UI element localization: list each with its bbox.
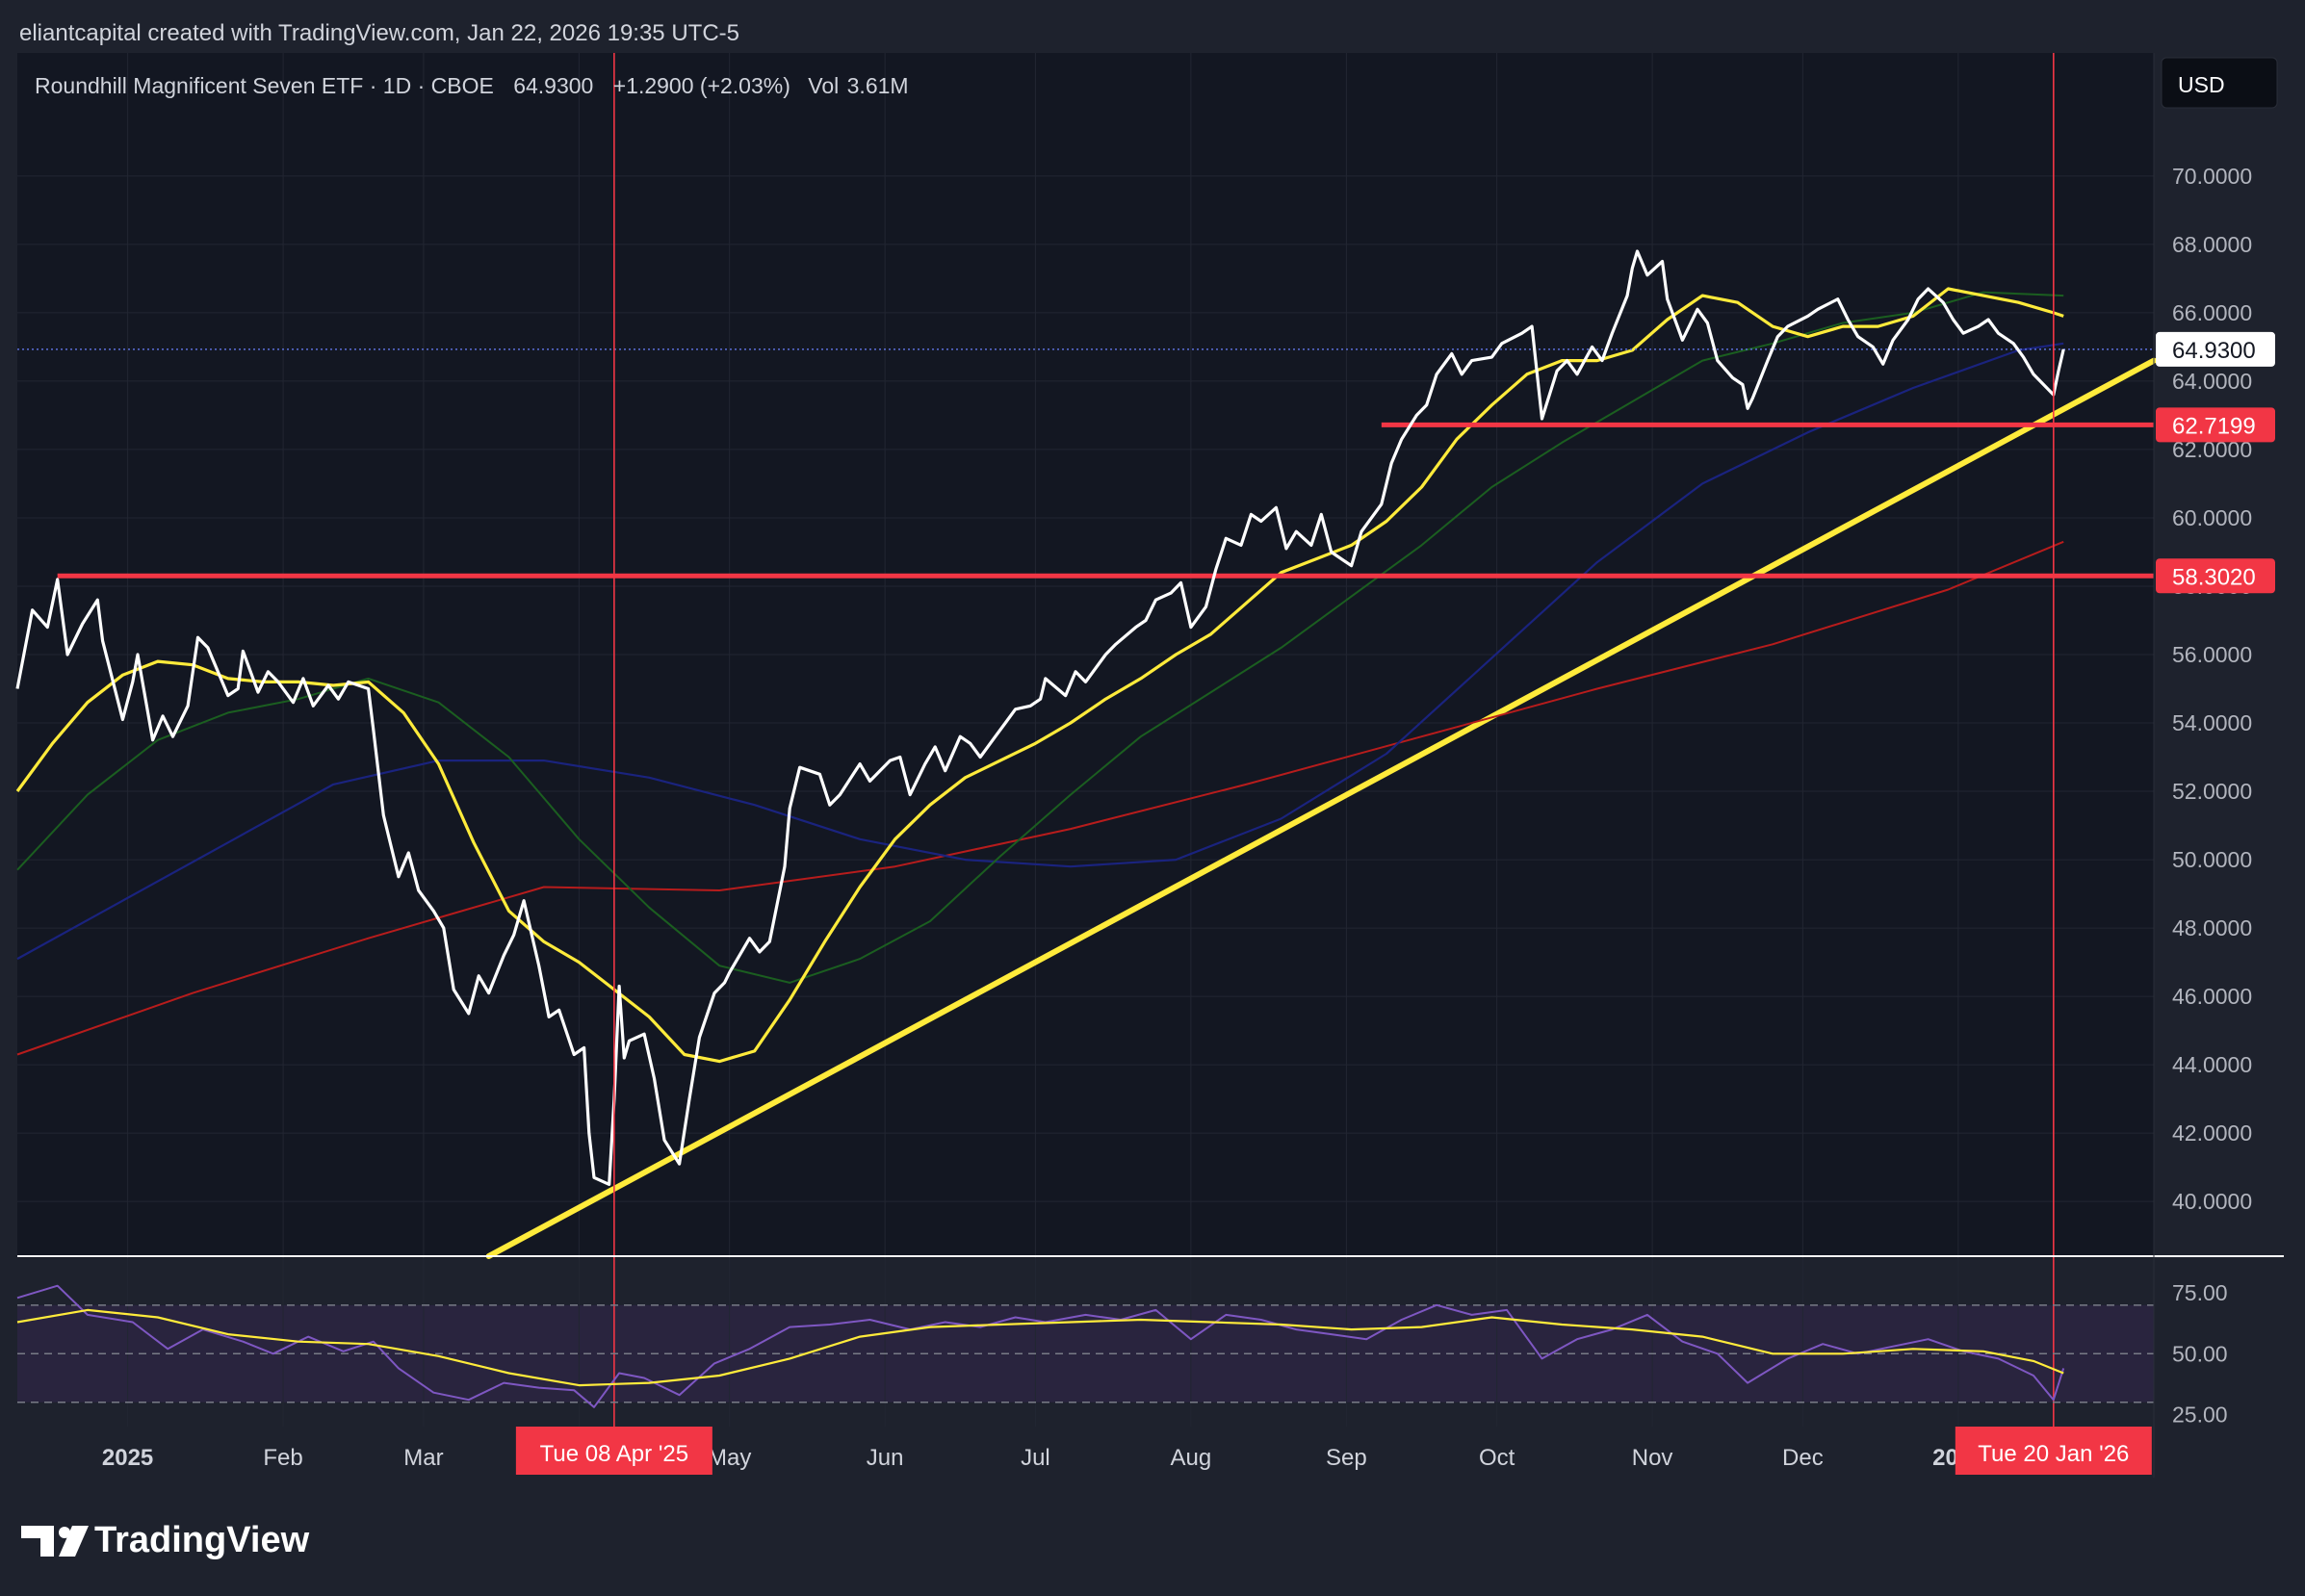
price-tick-label: 54.0000 [2172, 710, 2252, 735]
time-tick-label: Sep [1326, 1445, 1367, 1471]
time-tick-label: May [708, 1445, 751, 1471]
time-tick-label: Jul [1021, 1445, 1050, 1471]
price-tick-label: 44.0000 [2172, 1052, 2252, 1077]
legend-price: 64.9300 [513, 73, 593, 98]
time-tick-label: 2025 [102, 1445, 153, 1471]
date-marker-label-bg [515, 1427, 712, 1475]
price-tick-label: 42.0000 [2172, 1120, 2252, 1146]
price-tick-label: 70.0000 [2172, 164, 2252, 189]
price-tick-label: 48.0000 [2172, 915, 2252, 940]
series-ma-fast [15, 287, 2064, 1064]
support-lower-label-bg [2156, 558, 2275, 594]
support-upper-label-bg [2156, 407, 2275, 443]
rsi-plot [16, 1284, 2154, 1408]
price-tick-label: 50.0000 [2172, 847, 2252, 872]
legend-change: +1.2900 (+2.03%) [613, 73, 790, 98]
rsi-tick-label: 75.00 [2172, 1280, 2228, 1305]
time-tick-label: Nov [1632, 1445, 1673, 1471]
date-marker-label-bg [1955, 1427, 2152, 1475]
date-marker-label: Tue 20 Jan '26 [1978, 1441, 2129, 1467]
price-tick-label: 52.0000 [2172, 779, 2252, 804]
time-tick-label: Dec [1782, 1445, 1824, 1471]
support-lower-label: 58.3020 [2172, 564, 2256, 590]
currency-label: USD [2178, 72, 2225, 97]
legend-vol-value: 3.61M [847, 73, 909, 98]
legend-vol-label: Vol [808, 73, 839, 98]
price-plot [15, 53, 2157, 1429]
time-tick-label: Aug [1171, 1445, 1212, 1471]
last-price-label: 64.9300 [2172, 338, 2256, 364]
time-tick-label: Mar [403, 1445, 443, 1471]
tradingview-logo-text: TradingView [94, 1520, 310, 1560]
price-tick-label: 60.0000 [2172, 505, 2252, 530]
price-tick-label: 46.0000 [2172, 984, 2252, 1009]
price-tick-label: 56.0000 [2172, 642, 2252, 667]
series-price [15, 249, 2065, 1186]
time-tick-label: Jun [867, 1445, 904, 1471]
support-upper-label: 62.7199 [2172, 413, 2256, 439]
price-tick-label: 64.0000 [2172, 369, 2252, 394]
tradingview-logo-icon [21, 1526, 89, 1557]
legend-symbol: Roundhill Magnificent Seven ETF · 1D · C… [35, 73, 494, 98]
rsi-scale[interactable]: 75.00 50.00 25.00 [2172, 1280, 2228, 1427]
chart-legend: Roundhill Magnificent Seven ETF · 1D · C… [35, 73, 909, 98]
creator-caption: eliantcapital created with TradingView.c… [19, 20, 739, 46]
price-tick-label: 40.0000 [2172, 1189, 2252, 1214]
price-tick-label: 66.0000 [2172, 300, 2252, 325]
price-tick-label: 68.0000 [2172, 232, 2252, 257]
price-pane [17, 53, 2154, 1258]
last-price-label-bg [2156, 331, 2275, 367]
svg-text:Roundhill Magnificent Seven ET: Roundhill Magnificent Seven ETF · 1D · C… [35, 73, 909, 98]
scale-labels: Tue 08 Apr '25 Tue 20 Jan '26 64.9300 62.71… [515, 331, 2275, 1475]
series-rsi-ma [16, 1308, 2064, 1387]
rsi-tick-label: 25.00 [2172, 1402, 2228, 1427]
time-tick-label: Oct [1479, 1445, 1515, 1471]
date-marker-label: Tue 08 Apr '25 [540, 1441, 688, 1467]
series-ma-slow-blue [16, 342, 2064, 961]
currency-button[interactable]: USD [2161, 57, 2278, 109]
time-tick-label: Feb [263, 1445, 302, 1471]
series-ma-200 [16, 540, 2064, 1056]
rsi-tick-label: 50.00 [2172, 1341, 2228, 1366]
tradingview-logo[interactable]: TradingView [21, 1520, 310, 1560]
trend-line [485, 357, 2157, 1259]
